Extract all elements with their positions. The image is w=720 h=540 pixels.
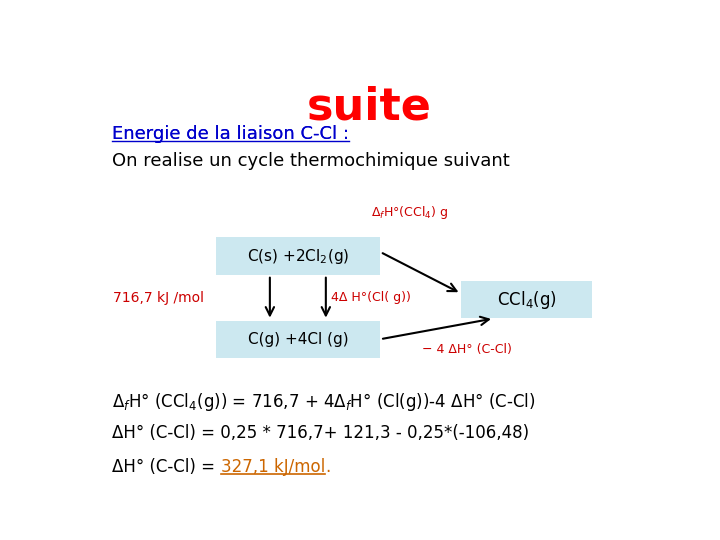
FancyBboxPatch shape — [215, 238, 380, 275]
Text: 4Δ H°(Cl( g)): 4Δ H°(Cl( g)) — [331, 291, 411, 304]
FancyBboxPatch shape — [215, 321, 380, 358]
Text: Energie de la liaison C-Cl :: Energie de la liaison C-Cl : — [112, 125, 349, 143]
FancyBboxPatch shape — [461, 281, 593, 319]
Text: ΔH° (C-Cl) = 0,25 * 716,7+ 121,3 - 0,25*(-106,48): ΔH° (C-Cl) = 0,25 * 716,7+ 121,3 - 0,25*… — [112, 424, 529, 442]
Text: suite: suite — [307, 85, 431, 129]
Text: C(g) +4Cl (g): C(g) +4Cl (g) — [248, 332, 348, 347]
Text: CCl$_4$(g): CCl$_4$(g) — [497, 289, 557, 310]
Text: − 4 ΔH° (C-Cl): − 4 ΔH° (C-Cl) — [422, 343, 512, 356]
Text: Energie de la liaison C-Cl :: Energie de la liaison C-Cl : — [112, 125, 349, 143]
Text: .: . — [325, 458, 330, 476]
Text: C(s) +2Cl$_2$(g): C(s) +2Cl$_2$(g) — [247, 247, 349, 266]
Text: $\Delta_f$H$\degree$(CCl$_4$) g: $\Delta_f$H$\degree$(CCl$_4$) g — [371, 204, 448, 221]
Text: 327,1 kJ/mol: 327,1 kJ/mol — [220, 458, 325, 476]
Text: 716,7 kJ /mol: 716,7 kJ /mol — [113, 291, 204, 305]
Text: ΔH° (C-Cl) =: ΔH° (C-Cl) = — [112, 458, 220, 476]
Text: On realise un cycle thermochimique suivant: On realise un cycle thermochimique suiva… — [112, 152, 510, 170]
Text: $\Delta_f$H$\degree$ (CCl$_4$(g)) = 716,7 + 4$\Delta_f$H$\degree$ (Cl(g))-4 $\De: $\Delta_f$H$\degree$ (CCl$_4$(g)) = 716,… — [112, 391, 536, 413]
